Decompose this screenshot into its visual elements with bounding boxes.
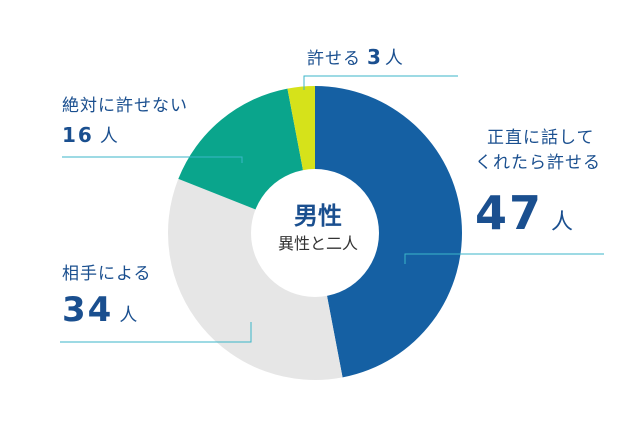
label-depends: 相手による: [62, 264, 152, 284]
value-depends: 34 人: [62, 290, 137, 330]
value-honest-unit: 人: [551, 210, 574, 235]
leader-forgive: [303, 75, 458, 90]
leader-lines: [60, 75, 604, 343]
center-title: 男性: [294, 202, 342, 230]
leader-depends: [60, 322, 252, 343]
value-forgive-number: 3: [367, 45, 381, 69]
value-depends-number: 34: [62, 290, 114, 330]
value-never: 16 人: [62, 122, 118, 148]
value-never-number: 16: [62, 123, 94, 147]
label-honest-line1: 正直に話して: [487, 128, 595, 148]
label-forgive: 許せる 3 人: [307, 44, 403, 71]
value-honest-number: 47: [475, 186, 544, 240]
center-subtitle: 異性と二人: [277, 234, 358, 253]
leader-honest: [404, 253, 604, 264]
value-forgive-unit: 人: [384, 48, 403, 69]
label-never: 絶対に許せない: [62, 96, 188, 116]
leader-never: [62, 156, 243, 163]
label-honest-line2: くれたら許せる: [475, 153, 601, 173]
value-depends-unit: 人: [119, 305, 138, 326]
donut-hole: [251, 169, 379, 297]
value-never-unit: 人: [99, 126, 118, 147]
value-honest: 47 人: [475, 186, 573, 240]
label-forgive-text: 許せる: [307, 49, 361, 69]
slice-honest: [315, 86, 463, 378]
